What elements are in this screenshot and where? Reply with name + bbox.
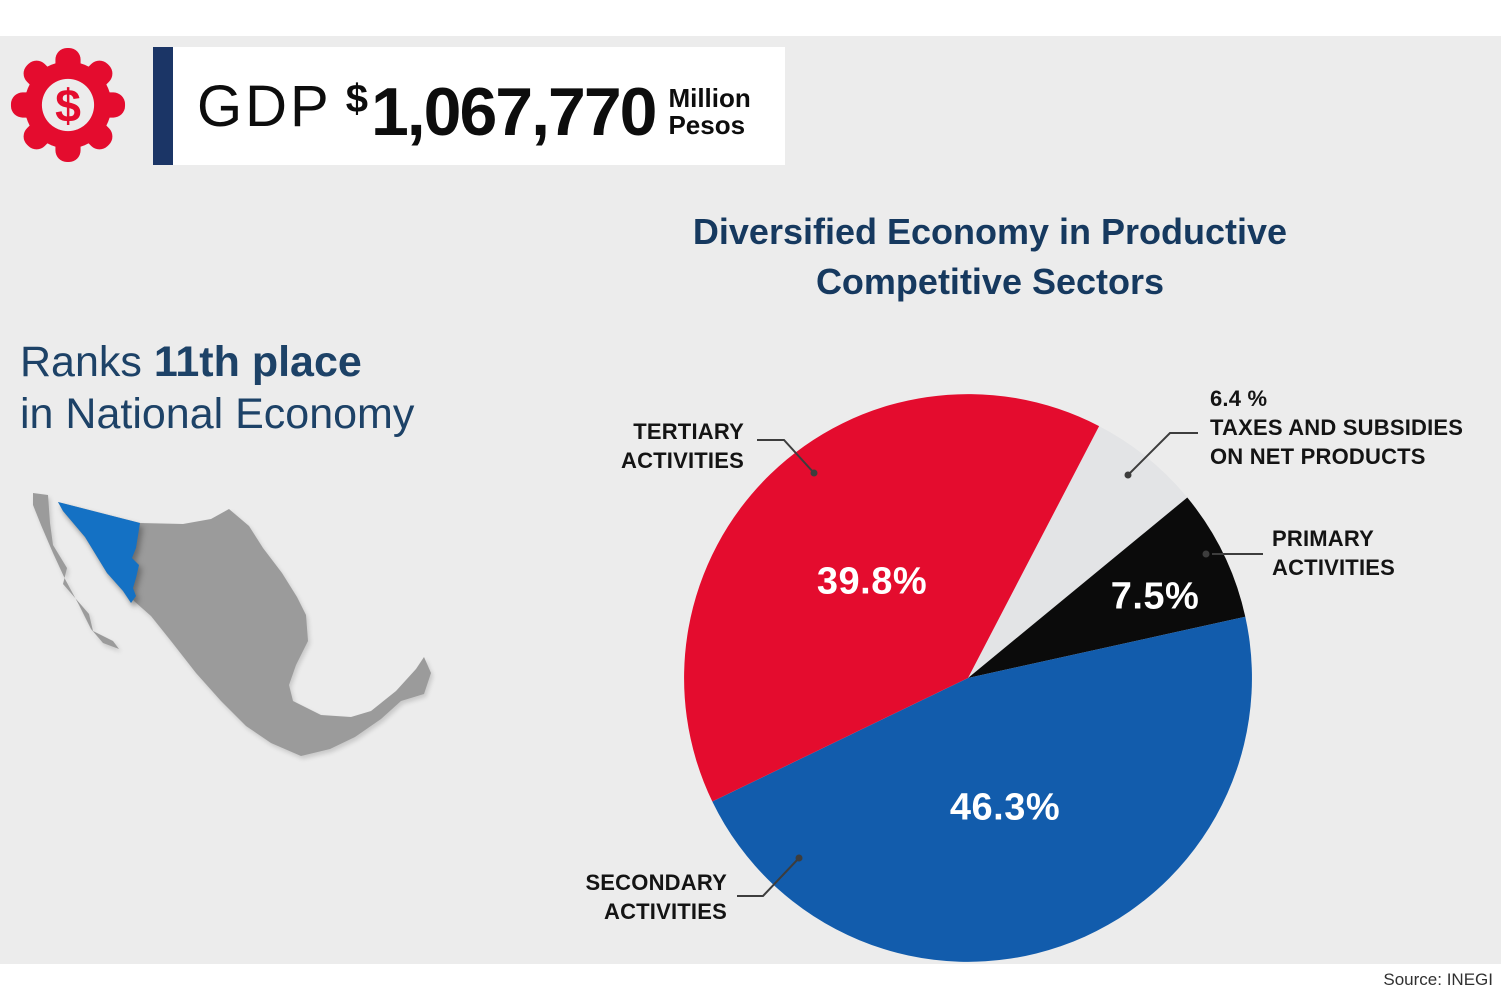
pie-callout-secondary: SECONDARY ACTIVITIES [585, 868, 727, 926]
gdp-unit-line1: Million [668, 83, 751, 113]
callout-line: ACTIVITIES [1272, 555, 1396, 580]
top-white-strip [0, 0, 1501, 36]
bottom-white-strip: Source: INEGI [0, 964, 1501, 1000]
callout-line: PRIMARY [1272, 526, 1375, 551]
pie-callout-tertiary: TERTIARY ACTIVITIES [621, 417, 744, 475]
callout-line: TERTIARY [633, 419, 744, 444]
gdp-label: GDP [197, 74, 332, 139]
callout-leader-dot [795, 854, 803, 862]
rank-highlight: 11th place [153, 338, 362, 386]
pie-slice [968, 497, 1246, 678]
callout-line: ACTIVITIES [620, 448, 744, 473]
pie-percent-label: 39.8% [816, 560, 928, 603]
rank-line2: in National Economy [20, 390, 415, 438]
dollar-sign-icon: $ [55, 79, 81, 131]
mexico-map [33, 493, 431, 756]
gear-dollar-icon: $ [10, 47, 126, 163]
pie-percent-label: 7.5% [1110, 575, 1200, 618]
callout-leader-line [1127, 432, 1198, 476]
callout-leader-dot [1202, 550, 1210, 558]
pie-callout-primary: PRIMARY ACTIVITIES [1272, 524, 1395, 582]
rank-prefix: Ranks [20, 338, 154, 386]
gear-inner-circle [41, 78, 95, 132]
chart-title-line2: Competitive Sectors [815, 261, 1165, 302]
gdp-unit: Million Pesos [668, 85, 750, 139]
callout-leader-dot [1124, 471, 1132, 479]
callout-leader-dot [810, 469, 818, 477]
mexico-mainland [58, 502, 431, 756]
callout-leader-line [757, 439, 815, 474]
gdp-box: GDP $ 1,067,770 Million Pesos [173, 47, 785, 165]
pie-callout-taxes: 6.4 % TAXES AND SUBSIDIES ON NET PRODUCTS [1210, 384, 1463, 471]
rank-line1: Ranks 11th place [20, 336, 414, 388]
pie-slice [968, 426, 1188, 678]
callout-line: TAXES AND SUBSIDIES [1210, 415, 1464, 440]
gdp-currency-symbol: $ [345, 77, 368, 121]
gdp-unit-line2: Pesos [668, 110, 746, 140]
chart-title: Diversified Economy in Productive Compet… [640, 207, 1340, 307]
baja-california-peninsula [33, 493, 119, 649]
pie-slice [684, 394, 1100, 802]
chart-title-line1: Diversified Economy in Productive [692, 211, 1288, 252]
callout-line: SECONDARY [585, 870, 727, 895]
rank-text: Ranks 11th place in National Economy [20, 336, 414, 440]
pie-percent-label: 46.3% [949, 786, 1061, 829]
callout-line: ON NET PRODUCTS [1210, 444, 1426, 469]
pie-slice [712, 616, 1252, 962]
map-highlight-sonora-state [58, 502, 140, 603]
callout-leader-line [737, 857, 800, 897]
source-label: Source: INEGI [1383, 970, 1493, 989]
gdp-value: 1,067,770 [370, 74, 658, 150]
callout-line: ACTIVITIES [603, 899, 727, 924]
accent-bar [153, 47, 173, 165]
callout-line: 6.4 % [1210, 386, 1268, 411]
